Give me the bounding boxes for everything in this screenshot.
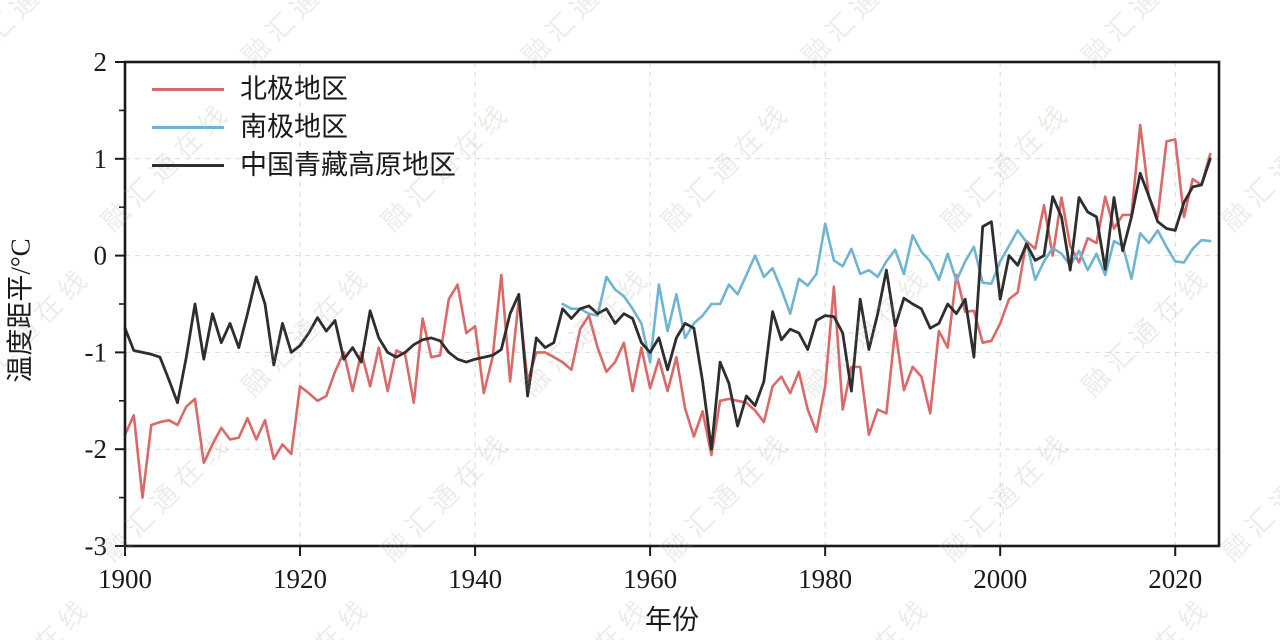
antarctic-line-swatch xyxy=(152,125,224,129)
x-tick-label: 2000 xyxy=(973,564,1027,594)
arctic-line-swatch xyxy=(152,87,224,91)
legend-label-tibet-plateau: 中国青藏高原地区 xyxy=(240,149,456,180)
x-tick-label: 1920 xyxy=(273,564,327,594)
y-axis-label: 温度距平/°C xyxy=(5,238,36,383)
legend-item-tibet-plateau: 中国青藏高原地区 xyxy=(152,146,456,184)
x-tick-label: 1960 xyxy=(623,564,677,594)
y-tick-label: -2 xyxy=(85,434,108,464)
y-tick-label: -3 xyxy=(85,531,108,561)
x-axis-label: 年份 xyxy=(645,605,699,635)
series-line-0 xyxy=(123,123,1212,499)
legend-label-antarctic: 南极地区 xyxy=(240,111,348,142)
legend-item-arctic: 北极地区 xyxy=(152,70,456,108)
x-tick-label: 1980 xyxy=(798,564,852,594)
y-tick-label: 1 xyxy=(94,144,108,174)
x-tick-label: 1940 xyxy=(448,564,502,594)
y-tick-label: 0 xyxy=(94,241,108,271)
y-tick-label: 2 xyxy=(94,47,108,77)
series-line-1 xyxy=(561,222,1212,364)
legend-label-arctic: 北极地区 xyxy=(240,73,348,104)
x-tick-label: 2020 xyxy=(1148,564,1202,594)
series-line-2 xyxy=(123,157,1212,451)
x-tick-label: 1900 xyxy=(98,564,152,594)
y-tick-label: -1 xyxy=(85,337,108,367)
tibet-plateau-line-swatch xyxy=(152,163,224,167)
chart-legend: 北极地区 南极地区 中国青藏高原地区 xyxy=(152,70,456,184)
legend-item-antarctic: 南极地区 xyxy=(152,108,456,146)
